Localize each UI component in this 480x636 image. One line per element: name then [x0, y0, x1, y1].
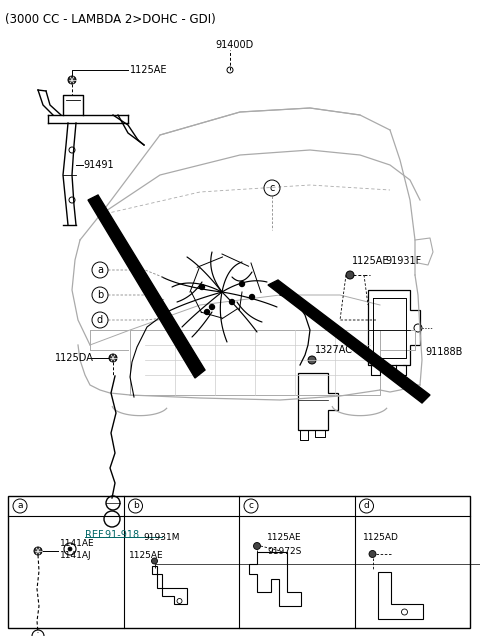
- Text: 91931F: 91931F: [385, 256, 421, 266]
- Polygon shape: [88, 195, 205, 378]
- Text: (3000 CC - LAMBDA 2>DOHC - GDI): (3000 CC - LAMBDA 2>DOHC - GDI): [5, 13, 216, 26]
- Text: 1125AE: 1125AE: [267, 534, 301, 543]
- Circle shape: [369, 551, 376, 558]
- Text: 91188B: 91188B: [425, 347, 462, 357]
- Circle shape: [68, 76, 76, 84]
- Polygon shape: [268, 280, 430, 403]
- Text: c: c: [249, 502, 253, 511]
- Circle shape: [346, 271, 354, 279]
- Text: 1141AJ: 1141AJ: [60, 551, 92, 560]
- Circle shape: [250, 294, 254, 300]
- Text: 1327AC: 1327AC: [315, 345, 353, 355]
- Text: 91931M: 91931M: [144, 534, 180, 543]
- Text: 1125AE: 1125AE: [352, 256, 389, 266]
- Text: d: d: [364, 502, 370, 511]
- Text: 1125AE: 1125AE: [129, 551, 163, 560]
- Text: c: c: [269, 183, 275, 193]
- Circle shape: [240, 282, 244, 286]
- Circle shape: [253, 543, 261, 550]
- Text: 1125DA: 1125DA: [55, 353, 94, 363]
- Text: 91491: 91491: [83, 160, 114, 170]
- Text: a: a: [17, 502, 23, 511]
- Text: 91972S: 91972S: [267, 546, 301, 555]
- Text: a: a: [97, 265, 103, 275]
- Circle shape: [209, 305, 215, 310]
- Text: 1125AE: 1125AE: [130, 65, 168, 75]
- Text: REF.91-918: REF.91-918: [85, 530, 139, 540]
- Circle shape: [152, 558, 157, 564]
- Circle shape: [200, 284, 204, 289]
- Circle shape: [204, 310, 209, 314]
- Bar: [8, 496, 470, 628]
- Text: b: b: [97, 290, 103, 300]
- Text: b: b: [132, 502, 138, 511]
- Circle shape: [229, 300, 235, 305]
- Text: 1141AE: 1141AE: [60, 539, 95, 548]
- Circle shape: [68, 547, 72, 551]
- Text: 91400D: 91400D: [215, 40, 253, 50]
- Circle shape: [34, 547, 42, 555]
- Text: 1125AD: 1125AD: [362, 534, 398, 543]
- Circle shape: [109, 354, 117, 362]
- Circle shape: [308, 356, 316, 364]
- Text: d: d: [97, 315, 103, 325]
